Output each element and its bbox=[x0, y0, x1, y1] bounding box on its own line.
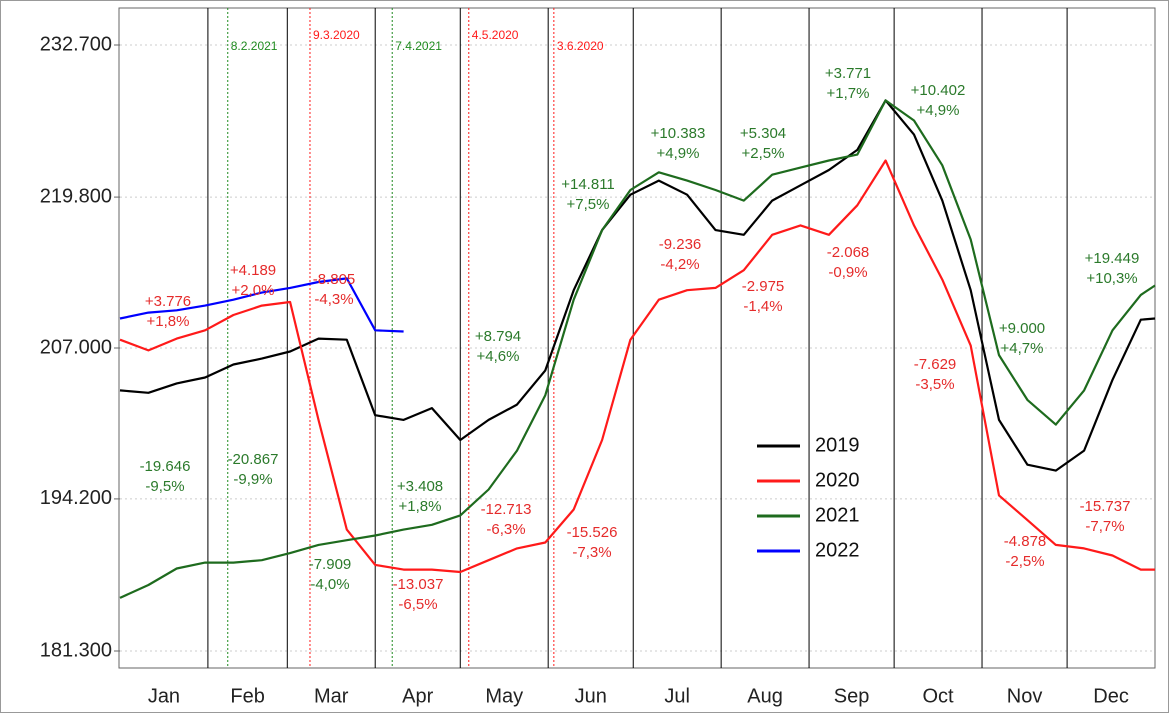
x-tick-label: Mar bbox=[314, 685, 349, 707]
annotation: -15.737 bbox=[1080, 498, 1131, 515]
annotation: +1,8% bbox=[147, 313, 190, 330]
annotation: -4,2% bbox=[660, 256, 699, 273]
x-tick-label: Aug bbox=[747, 685, 783, 707]
x-tick-label: Oct bbox=[923, 685, 955, 707]
annotation: -4,0% bbox=[310, 576, 349, 593]
annotation: -6,3% bbox=[486, 521, 525, 538]
annotation: +10.383 bbox=[651, 125, 706, 142]
series-line bbox=[119, 99, 1156, 599]
annotation: +2,0% bbox=[232, 282, 275, 299]
annotation: -4,3% bbox=[314, 291, 353, 308]
annotation: +1,8% bbox=[399, 498, 442, 515]
legend-label: 2021 bbox=[815, 504, 860, 526]
y-tick-label: 219.800 bbox=[40, 185, 112, 207]
annotation: -6,5% bbox=[398, 596, 437, 613]
x-tick-label: Jul bbox=[664, 685, 690, 707]
legend-label: 2022 bbox=[815, 539, 860, 561]
series-line bbox=[119, 99, 1156, 472]
y-tick-label: 181.300 bbox=[40, 639, 112, 661]
annotation: +5.304 bbox=[740, 125, 786, 142]
annotation: -9.236 bbox=[659, 236, 702, 253]
date-marker-label: 9.3.2020 bbox=[313, 28, 360, 42]
date-marker-label: 8.2.2021 bbox=[231, 39, 278, 53]
y-tick-label: 232.700 bbox=[40, 33, 112, 55]
annotation: -2,5% bbox=[1005, 553, 1044, 570]
annotation: +4,9% bbox=[657, 145, 700, 162]
x-tick-label: May bbox=[485, 685, 523, 707]
date-marker-label: 7.4.2021 bbox=[395, 39, 442, 53]
annotation: -9,9% bbox=[233, 471, 272, 488]
annotation: -7.629 bbox=[914, 356, 957, 373]
annotation: +14.811 bbox=[561, 176, 615, 193]
y-tick-label: 207.000 bbox=[40, 336, 112, 358]
annotation: +1,7% bbox=[827, 85, 870, 102]
x-tick-label: Nov bbox=[1007, 685, 1043, 707]
x-tick-label: Jun bbox=[575, 685, 607, 707]
annotation: +2,5% bbox=[742, 145, 785, 162]
x-tick-label: Apr bbox=[402, 685, 433, 707]
annotation: -4.878 bbox=[1004, 533, 1047, 550]
annotation: -3,5% bbox=[915, 376, 954, 393]
annotation: +4,6% bbox=[477, 348, 520, 365]
legend-label: 2020 bbox=[815, 469, 860, 491]
annotation: +4,7% bbox=[1001, 340, 1044, 357]
series-line bbox=[119, 277, 404, 333]
annotation: -15.526 bbox=[567, 524, 618, 541]
legend-label: 2019 bbox=[815, 434, 860, 456]
annotation: +3.408 bbox=[397, 478, 443, 495]
series-line bbox=[119, 159, 1155, 574]
annotation: +9.000 bbox=[999, 320, 1045, 337]
annotation: -2.975 bbox=[742, 278, 785, 295]
annotation: -8.805 bbox=[313, 271, 356, 288]
x-tick-label: Sep bbox=[834, 685, 870, 707]
annotation: +10,3% bbox=[1086, 270, 1137, 287]
x-tick-label: Dec bbox=[1093, 685, 1129, 707]
annotation: -2.068 bbox=[827, 244, 870, 261]
annotation: -1,4% bbox=[743, 298, 782, 315]
annotation: +3.771 bbox=[825, 65, 871, 82]
annotation: -7.909 bbox=[309, 556, 352, 573]
annotation: -0,9% bbox=[828, 264, 867, 281]
date-marker-label: 4.5.2020 bbox=[472, 28, 519, 42]
annotation: -13.037 bbox=[393, 576, 444, 593]
y-tick-label: 194.200 bbox=[40, 487, 112, 509]
annotation: +10.402 bbox=[911, 82, 966, 99]
plot-frame bbox=[118, 7, 1156, 669]
x-tick-label: Jan bbox=[148, 685, 180, 707]
annotation: -7,7% bbox=[1085, 518, 1124, 535]
annotation: +8.794 bbox=[475, 328, 521, 345]
annotation: +4.189 bbox=[230, 262, 276, 279]
annotation: -7,3% bbox=[572, 544, 611, 561]
annotation: +19.449 bbox=[1085, 250, 1140, 267]
date-marker-label: 3.6.2020 bbox=[557, 39, 604, 53]
annotation: +7,5% bbox=[567, 196, 610, 213]
annotation: -19.646 bbox=[140, 458, 191, 475]
x-tick-label: Feb bbox=[230, 685, 264, 707]
annotation: +3.776 bbox=[145, 293, 191, 310]
annotation: -12.713 bbox=[481, 501, 532, 518]
annotation: -9,5% bbox=[145, 478, 184, 495]
annotation: +4,9% bbox=[917, 102, 960, 119]
annotation: -20.867 bbox=[228, 451, 279, 468]
